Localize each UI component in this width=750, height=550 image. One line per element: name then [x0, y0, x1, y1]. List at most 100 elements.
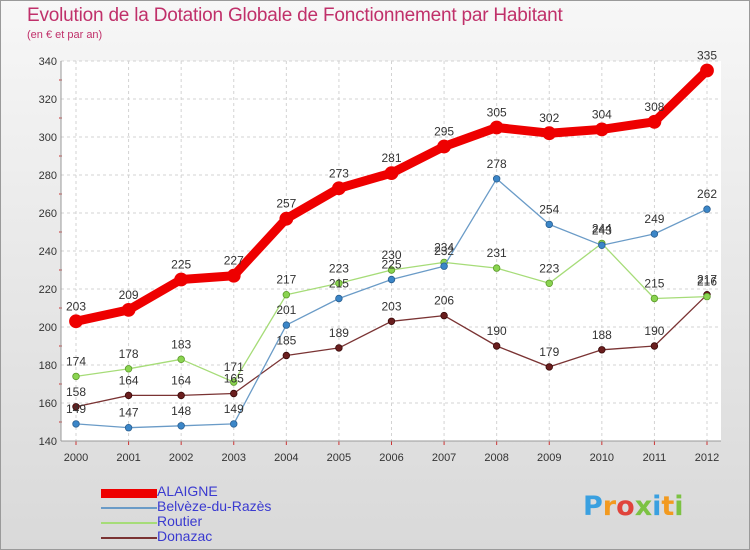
y-tick-label: 180: [39, 360, 57, 372]
data-point-routier: [282, 291, 291, 299]
data-label-alaigne: 273: [329, 166, 349, 180]
data-point-routier: [72, 372, 80, 381]
data-point-belv-ze-du-raz-s: [335, 294, 343, 303]
legend-label-belv-ze-du-raz-s: Belvèze-du-Razès: [157, 498, 272, 514]
x-tick-label: 2001: [116, 452, 140, 464]
data-label-belv-ze-du-raz-s: 225: [381, 258, 401, 272]
data-point-donazac: [387, 317, 396, 325]
data-point-routier: [335, 279, 343, 287]
data-label-alaigne: 335: [697, 49, 717, 63]
data-label-belv-ze-du-raz-s: 278: [487, 157, 507, 171]
logo-letter: P: [583, 491, 603, 522]
data-label-donazac: 206: [434, 294, 454, 308]
y-tick-label: 280: [39, 170, 57, 182]
data-point-routier: [177, 355, 185, 363]
data-label-belv-ze-du-raz-s: 148: [171, 404, 191, 418]
logo-letter: r: [602, 491, 617, 522]
y-tick-label: 140: [39, 436, 57, 448]
data-point-belv-ze-du-raz-s: [598, 241, 606, 249]
data-point-routier: [545, 279, 553, 287]
data-point-donazac: [440, 311, 448, 320]
data-label-routier: 183: [171, 337, 191, 351]
data-point-alaigne: [174, 272, 189, 287]
data-label-alaigne: 302: [539, 111, 559, 125]
data-point-alaigne: [542, 126, 557, 141]
data-label-belv-ze-du-raz-s: 215: [329, 277, 349, 291]
data-label-alaigne: 305: [487, 106, 507, 120]
data-label-donazac: 165: [224, 372, 244, 386]
chart-subtitle: (en € et par an): [27, 29, 103, 41]
data-point-alaigne: [279, 211, 294, 226]
data-label-donazac: 190: [644, 324, 664, 338]
y-tick-label: 320: [39, 94, 57, 106]
x-tick-label: 2000: [64, 452, 88, 464]
data-label-donazac: 164: [119, 373, 139, 387]
data-label-alaigne: 203: [66, 299, 86, 313]
legend-label-routier: Routier: [157, 513, 203, 529]
y-tick-label: 260: [39, 208, 57, 220]
x-tick-label: 2010: [590, 452, 614, 464]
legend-label-donazac: Donazac: [157, 528, 213, 544]
data-label-alaigne: 281: [381, 151, 401, 165]
proxiti-logo: Proxiti: [583, 491, 684, 522]
legend-swatch-donazac: [101, 537, 157, 539]
data-label-donazac: 179: [539, 345, 559, 359]
data-label-routier: 231: [487, 246, 507, 260]
data-label-routier: 217: [276, 273, 296, 287]
data-label-routier: 178: [119, 347, 139, 361]
legend-swatch-belv-ze-du-raz-s: [101, 507, 157, 509]
y-tick-label: 240: [39, 246, 57, 258]
data-label-donazac: 217: [697, 273, 717, 287]
data-label-routier: 223: [329, 261, 349, 275]
x-tick-label: 2004: [274, 452, 298, 464]
data-point-belv-ze-du-raz-s: [387, 275, 396, 284]
y-tick-label: 220: [39, 284, 57, 296]
y-tick-label: 160: [39, 398, 57, 410]
data-point-belv-ze-du-raz-s: [230, 420, 238, 428]
logo-letter: i: [674, 491, 684, 522]
data-point-belv-ze-du-raz-s: [282, 321, 291, 329]
data-point-routier: [492, 264, 501, 272]
data-label-donazac: 185: [276, 334, 296, 348]
data-point-belv-ze-du-raz-s: [703, 205, 711, 213]
x-tick-label: 2007: [432, 452, 456, 464]
logo-letter: o: [616, 491, 635, 522]
data-point-donazac: [124, 391, 133, 400]
data-label-routier: 234: [434, 240, 454, 254]
data-point-donazac: [335, 344, 343, 352]
data-label-belv-ze-du-raz-s: 147: [119, 406, 139, 420]
logo-letter: x: [634, 491, 653, 522]
data-label-alaigne: 227: [224, 254, 244, 268]
data-label-routier: 230: [381, 248, 401, 262]
data-label-donazac: 164: [171, 373, 191, 387]
data-label-donazac: 158: [66, 385, 86, 399]
data-label-routier: 174: [66, 354, 86, 368]
x-tick-label: 2009: [537, 452, 561, 464]
data-label-belv-ze-du-raz-s: 243: [592, 223, 612, 237]
x-tick-label: 2012: [695, 452, 719, 464]
data-point-belv-ze-du-raz-s: [650, 230, 659, 238]
data-label-routier: 171: [224, 360, 244, 374]
x-tick-label: 2006: [379, 452, 403, 464]
y-tick-label: 340: [39, 56, 57, 68]
data-point-donazac: [72, 403, 80, 411]
data-point-alaigne: [332, 181, 346, 196]
data-point-donazac: [545, 363, 553, 371]
data-point-alaigne: [594, 122, 609, 137]
data-point-donazac: [177, 391, 185, 400]
data-label-routier: 216: [697, 275, 717, 289]
data-point-belv-ze-du-raz-s: [177, 422, 185, 430]
data-label-belv-ze-du-raz-s: 249: [644, 212, 664, 226]
data-label-donazac: 190: [487, 324, 507, 338]
data-label-alaigne: 308: [644, 100, 664, 114]
data-point-belv-ze-du-raz-s: [440, 262, 448, 270]
data-label-alaigne: 257: [276, 197, 296, 211]
data-label-belv-ze-du-raz-s: 232: [434, 244, 454, 258]
axis-layer: 140 160 180 200 220 240 260 280 300 320 340 2000 200…: [39, 56, 721, 464]
data-label-routier: 215: [644, 277, 664, 291]
data-label-alaigne: 225: [171, 258, 191, 272]
legend-swatch-alaigne: [101, 488, 157, 498]
data-label-layer: 158 164 164 165 185 189 203 206 190 179 188 190 217 1…: [66, 49, 717, 420]
data-point-alaigne: [437, 139, 451, 154]
